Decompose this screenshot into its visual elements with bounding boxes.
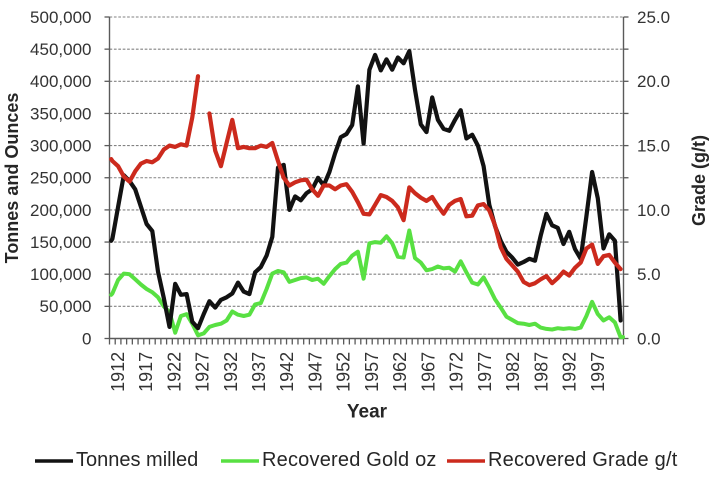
svg-text:400,000: 400,000: [30, 72, 91, 91]
svg-text:1982: 1982: [503, 352, 523, 392]
svg-text:300,000: 300,000: [30, 137, 91, 156]
svg-text:0: 0: [82, 329, 91, 348]
svg-text:10.0: 10.0: [637, 201, 670, 220]
svg-text:450,000: 450,000: [30, 40, 91, 59]
svg-text:1912: 1912: [108, 352, 128, 392]
svg-text:1927: 1927: [193, 352, 213, 392]
svg-text:20.0: 20.0: [637, 72, 670, 91]
svg-text:1947: 1947: [306, 352, 326, 392]
svg-text:1997: 1997: [588, 352, 608, 392]
svg-text:1937: 1937: [249, 352, 269, 392]
svg-text:Recovered Grade g/t: Recovered Grade g/t: [488, 449, 678, 471]
svg-text:100,000: 100,000: [30, 265, 91, 284]
svg-text:1972: 1972: [447, 352, 467, 392]
svg-text:15.0: 15.0: [637, 137, 670, 156]
svg-text:350,000: 350,000: [30, 104, 91, 123]
svg-text:0.0: 0.0: [637, 329, 661, 348]
svg-text:500,000: 500,000: [30, 8, 91, 27]
svg-text:1917: 1917: [136, 352, 156, 392]
svg-text:Year: Year: [347, 402, 388, 423]
svg-text:1977: 1977: [475, 352, 495, 392]
svg-text:1932: 1932: [221, 352, 241, 392]
svg-text:Grade (g/t): Grade (g/t): [689, 135, 709, 226]
svg-text:1987: 1987: [531, 352, 551, 392]
svg-text:Recovered Gold oz: Recovered Gold oz: [262, 449, 437, 471]
svg-text:1992: 1992: [560, 352, 580, 392]
svg-text:Tonnes and Ounces: Tonnes and Ounces: [2, 93, 22, 264]
svg-text:1942: 1942: [277, 352, 297, 392]
svg-text:1922: 1922: [164, 352, 184, 392]
svg-text:1962: 1962: [390, 352, 410, 392]
svg-text:150,000: 150,000: [30, 233, 91, 252]
svg-text:1957: 1957: [362, 352, 382, 392]
svg-text:1967: 1967: [418, 352, 438, 392]
svg-text:50,000: 50,000: [40, 297, 92, 316]
svg-text:250,000: 250,000: [30, 169, 91, 188]
svg-text:1952: 1952: [334, 352, 354, 392]
svg-text:200,000: 200,000: [30, 201, 91, 220]
svg-text:Tonnes milled: Tonnes milled: [76, 449, 198, 471]
svg-text:5.0: 5.0: [637, 265, 661, 284]
svg-text:25.0: 25.0: [637, 8, 670, 27]
